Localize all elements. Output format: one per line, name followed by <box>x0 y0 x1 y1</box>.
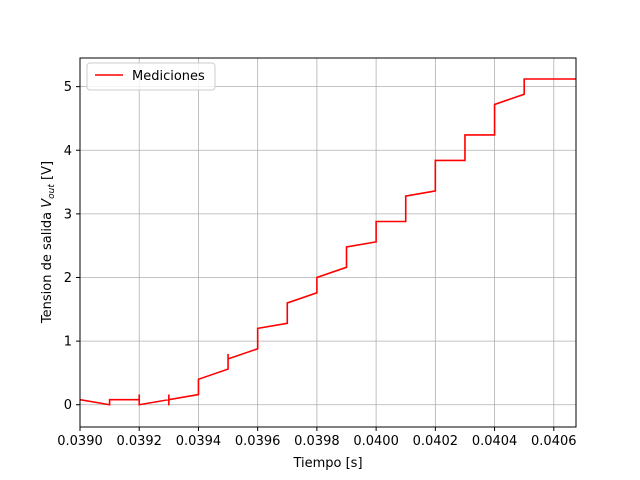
legend-label: Mediciones <box>132 69 205 84</box>
x-tick-label: 0.0404 <box>472 434 518 449</box>
x-tick-label: 0.0400 <box>353 434 399 449</box>
y-tick-label: 0 <box>64 398 72 413</box>
x-tick-label: 0.0396 <box>235 434 281 449</box>
y-axis-label-sub: out <box>47 184 57 199</box>
y-tick-label: 1 <box>64 335 72 350</box>
plot-area <box>80 78 576 406</box>
legend-box <box>86 62 216 91</box>
x-tick-label: 0.0402 <box>413 434 459 449</box>
y-axis-label: Tension de salida Vout [V] <box>40 161 57 324</box>
x-axis-label: Tiempo [s] <box>292 456 362 471</box>
y-axis-label-var: V <box>40 198 55 208</box>
y-tick-label: 5 <box>64 80 72 95</box>
x-axis: 0.0390 0.0392 0.0394 0.0396 0.0398 0.0400 0.04… <box>57 427 577 449</box>
x-tick-label: 0.0398 <box>294 434 340 449</box>
axes-frame <box>79 57 577 428</box>
y-tick-label: 4 <box>64 144 72 159</box>
y-axis-label-unit: [V] <box>40 161 55 184</box>
x-tick-label: 0.0394 <box>176 434 222 449</box>
y-tick-label: 3 <box>64 207 72 222</box>
x-tick-label: 0.0406 <box>531 434 577 449</box>
y-axis: 0 1 2 3 4 5 <box>64 80 80 413</box>
y-axis-label-main: Tension de salida <box>40 208 55 324</box>
x-tick-label: 0.0392 <box>116 434 162 449</box>
legend: Mediciones <box>86 62 216 91</box>
x-tick-label: 0.0390 <box>57 434 103 449</box>
series-line-mediciones <box>80 78 576 406</box>
y-tick-label: 2 <box>64 271 72 286</box>
